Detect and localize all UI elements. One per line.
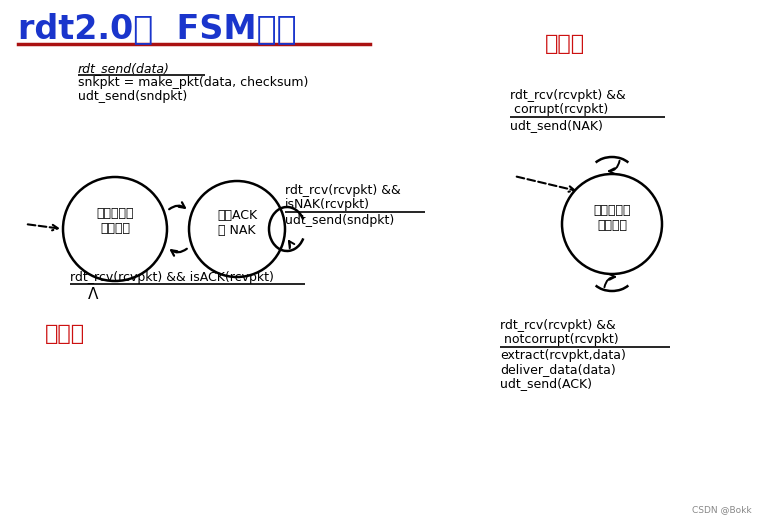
Text: rdt_rcv(rcvpkt) &&: rdt_rcv(rcvpkt) && bbox=[510, 89, 626, 102]
Text: isNAK(rcvpkt): isNAK(rcvpkt) bbox=[285, 198, 370, 211]
Text: rdt_rcv(rcvpkt) && isACK(rcvpkt): rdt_rcv(rcvpkt) && isACK(rcvpkt) bbox=[70, 271, 274, 284]
Text: rdt_send(data): rdt_send(data) bbox=[78, 62, 170, 75]
Text: notcorrupt(rcvpkt): notcorrupt(rcvpkt) bbox=[500, 333, 619, 346]
Text: snkpkt = make_pkt(data, checksum): snkpkt = make_pkt(data, checksum) bbox=[78, 76, 309, 89]
Text: rdt_rcv(rcvpkt) &&: rdt_rcv(rcvpkt) && bbox=[500, 319, 616, 332]
Text: udt_send(sndpkt): udt_send(sndpkt) bbox=[78, 90, 187, 103]
Text: 等待来自上
层的调用: 等待来自上 层的调用 bbox=[96, 207, 134, 235]
Text: corrupt(rcvpkt): corrupt(rcvpkt) bbox=[510, 103, 608, 116]
Text: rdt_rcv(rcvpkt) &&: rdt_rcv(rcvpkt) && bbox=[285, 184, 401, 197]
Text: 发送方: 发送方 bbox=[45, 324, 85, 344]
Text: extract(rcvpkt,data): extract(rcvpkt,data) bbox=[500, 349, 626, 362]
Text: 等待ACK
或 NAK: 等待ACK 或 NAK bbox=[217, 209, 257, 237]
Text: Λ: Λ bbox=[88, 287, 98, 302]
Text: udt_send(sndpkt): udt_send(sndpkt) bbox=[285, 214, 394, 227]
Text: udt_send(NAK): udt_send(NAK) bbox=[510, 119, 603, 132]
Text: CSDN @Bokk: CSDN @Bokk bbox=[693, 505, 752, 514]
Text: rdt2.0：  FSM描述: rdt2.0： FSM描述 bbox=[18, 12, 296, 45]
Text: 接收方: 接收方 bbox=[545, 34, 585, 54]
Text: 等待来自下
层的调用: 等待来自下 层的调用 bbox=[594, 204, 631, 232]
Text: udt_send(ACK): udt_send(ACK) bbox=[500, 377, 592, 390]
Text: deliver_data(data): deliver_data(data) bbox=[500, 363, 616, 376]
